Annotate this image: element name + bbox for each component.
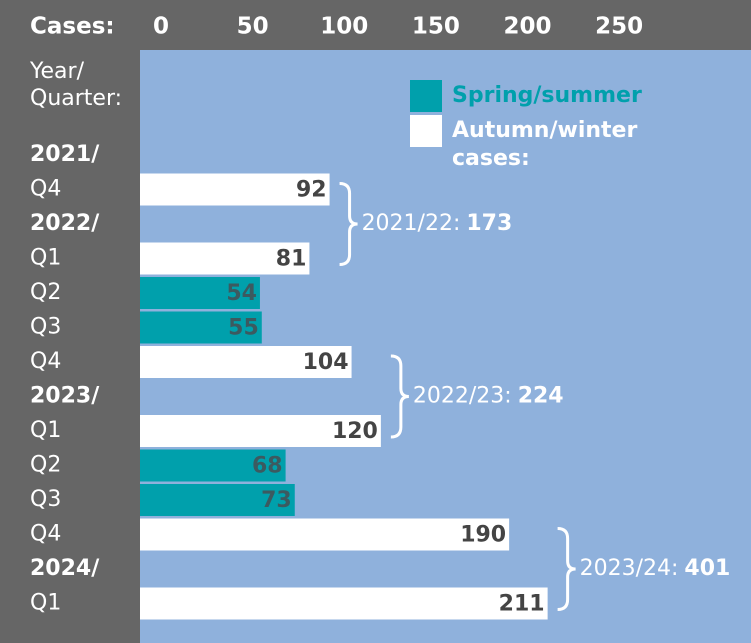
bar (140, 173, 330, 206)
legend-label: Autumn/winter cases: (452, 118, 637, 171)
y-tick-label: Q1 (30, 246, 61, 271)
x-axis-label: Cases: (30, 14, 115, 40)
y-tick-label: 2024/ (30, 556, 100, 581)
y-tick-label: Q3 (30, 487, 61, 512)
bar (140, 449, 286, 482)
bar (140, 518, 510, 551)
x-tick-label: 250 (595, 14, 643, 40)
x-tick-label: 0 (153, 14, 169, 40)
x-tick-label: 100 (320, 14, 368, 40)
annotation-brace (339, 182, 358, 266)
y-tick-label: Q1 (30, 591, 61, 616)
bar-value-label: 55 (228, 316, 259, 341)
left-panel (0, 0, 140, 643)
top-panel (0, 0, 751, 50)
y-tick-label: Q2 (30, 280, 61, 305)
bar-value-label: 120 (332, 419, 378, 444)
bar (140, 277, 260, 309)
bar-value-label: 73 (261, 488, 292, 513)
bar-value-label: 211 (499, 592, 545, 617)
x-tick-label: 200 (503, 14, 551, 40)
legend-swatch (410, 115, 442, 147)
y-tick-label: 2021/ (30, 142, 100, 167)
bar-value-label: 68 (252, 454, 283, 479)
annotation-label: 2021/22: (362, 211, 461, 236)
annotation: 2021/22: 173 (362, 211, 513, 236)
y-tick-label: 2022/ (30, 211, 100, 236)
bar (140, 242, 310, 275)
y-axis-label: Year/ (29, 59, 85, 84)
annotation-value: 173 (466, 211, 512, 236)
x-tick-label: 50 (237, 14, 269, 40)
bar-value-label: 104 (303, 350, 349, 375)
y-tick-label: Q1 (30, 418, 61, 443)
legend-line: Autumn/winter (452, 118, 637, 143)
bar-value-label: 92 (296, 178, 327, 203)
legend-label: Spring/summer (452, 83, 642, 108)
y-tick-label: Q4 (30, 177, 61, 202)
y-tick-label: 2023/ (30, 384, 100, 409)
bar-value-label: 190 (460, 523, 506, 548)
annotation-value: 224 (518, 384, 564, 409)
y-tick-label: Q2 (30, 453, 61, 478)
annotation-label: 2022/23: (413, 384, 512, 409)
legend-line: cases: (452, 146, 530, 171)
y-axis-label: Quarter: (30, 86, 122, 111)
y-tick-label: Q4 (30, 522, 61, 547)
bar (140, 311, 262, 344)
y-tick-label: Q3 (30, 315, 61, 340)
bar (140, 484, 295, 516)
annotation: 2023/24: 401 (580, 556, 731, 581)
bar-value-label: 81 (276, 247, 307, 272)
bar-value-label: 54 (226, 281, 257, 306)
bar (140, 346, 352, 378)
bar (140, 587, 548, 620)
y-tick-label: Q4 (30, 349, 61, 374)
x-tick-label: 150 (412, 14, 460, 40)
annotation-label: 2023/24: (580, 556, 679, 581)
legend-swatch (410, 80, 442, 112)
annotation-value: 401 (684, 556, 730, 581)
annotation: 2022/23: 224 (413, 384, 564, 409)
bar (140, 415, 381, 447)
